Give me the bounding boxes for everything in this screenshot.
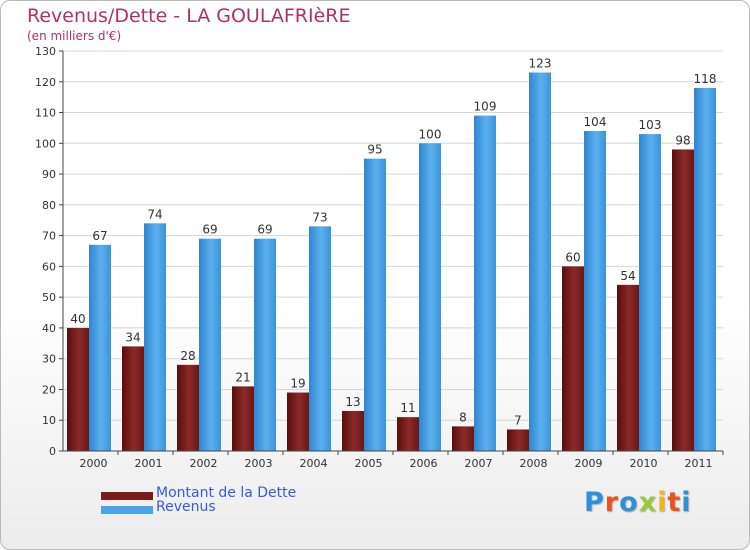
y-tick-label: 80 [42,199,56,212]
bar-revenus [144,223,166,451]
bar-debt [672,149,694,451]
bar-revenus [254,238,276,451]
data-label-debt: 40 [70,312,85,326]
data-label-revenus: 69 [202,223,217,237]
axes: 0 10 20 30 40 50 60 70 80 90 100 110 120 130 2000 2001 2… [35,45,724,470]
legend-label-revenus: Revenus [156,499,216,515]
bar-debt [122,346,144,451]
bar-revenus [419,143,441,452]
data-label-debt: 28 [180,349,195,363]
bar-debt [342,411,364,451]
bar-revenus [199,238,221,451]
legend-swatch-revenus [101,506,153,514]
bar-debt [67,327,89,451]
chart-subtitle: (en milliers d'€) [27,29,122,43]
y-tick-label: 100 [35,137,56,150]
chart-title: Revenus/Dette - LA GOULAFRIèRE [27,5,351,27]
data-labels: 40 67 34 74 28 69 21 69 19 73 13 95 11 100 8 109 7 123 60 1… [70,57,716,428]
data-label-revenus: 100 [419,127,442,141]
data-label-revenus: 95 [367,143,382,157]
bar-revenus [639,134,661,452]
bar-debt [177,364,199,451]
y-tick-label: 130 [35,45,56,58]
bar-revenus [529,72,551,452]
x-tick-label: 2002 [190,457,218,470]
x-tick-label: 2000 [80,457,108,470]
y-tick-label: 0 [49,445,56,458]
legend-label-debt: Montant de la Dette [156,485,297,501]
bar-debt [232,386,254,451]
y-tick-label: 90 [42,168,56,181]
bar-revenus [364,158,386,451]
data-label-revenus: 118 [694,72,717,86]
y-tick-label: 110 [35,107,56,120]
y-tick-label: 20 [42,383,56,396]
data-label-revenus: 73 [312,210,327,224]
bar-debt [287,392,309,451]
data-label-revenus: 69 [257,223,272,237]
bar-revenus [694,87,716,451]
bar-revenus [474,115,496,451]
data-label-debt: 54 [620,269,635,283]
bar-debt [562,266,584,451]
gridlines [63,50,723,421]
y-tick-label: 120 [35,76,56,89]
data-label-debt: 8 [459,410,467,424]
x-tick-label: 2008 [520,457,548,470]
legend-swatch-debt [101,492,153,500]
data-label-revenus: 74 [147,207,162,221]
y-tick-label: 70 [42,230,56,243]
data-label-revenus: 67 [92,229,107,243]
bars [67,72,716,452]
bar-debt [452,426,474,451]
x-tick-label: 2011 [685,457,713,470]
data-label-debt: 7 [514,413,522,427]
bar-revenus [584,131,606,451]
y-tick-label: 40 [42,322,56,335]
data-label-debt: 11 [400,401,415,415]
data-label-debt: 98 [675,133,690,147]
x-tick-label: 2005 [355,457,383,470]
bar-revenus [309,226,331,451]
y-tick-label: 50 [42,291,56,304]
data-label-debt: 34 [125,330,140,344]
data-label-revenus: 104 [584,115,607,129]
x-tick-label: 2010 [630,457,658,470]
x-tick-label: 2009 [575,457,603,470]
x-tick-label: 2004 [300,457,328,470]
data-label-revenus: 123 [529,57,552,71]
bar-revenus [89,244,111,451]
proxiti-logo: Proxiti [584,487,692,518]
data-label-revenus: 103 [639,118,662,132]
x-tick-label: 2003 [245,457,273,470]
y-tick-label: 60 [42,260,56,273]
x-tick-label: 2007 [465,457,493,470]
bar-debt [507,429,529,451]
x-tick-label: 2006 [410,457,438,470]
x-tick-label: 2001 [135,457,163,470]
bar-debt [617,284,639,451]
y-tick-label: 30 [42,353,56,366]
data-label-debt: 13 [345,395,360,409]
bar-debt [397,417,419,451]
data-label-debt: 19 [290,377,305,391]
data-label-debt: 21 [235,370,250,384]
y-tick-label: 10 [42,414,56,427]
data-label-debt: 60 [565,250,580,264]
data-label-revenus: 109 [474,100,497,114]
